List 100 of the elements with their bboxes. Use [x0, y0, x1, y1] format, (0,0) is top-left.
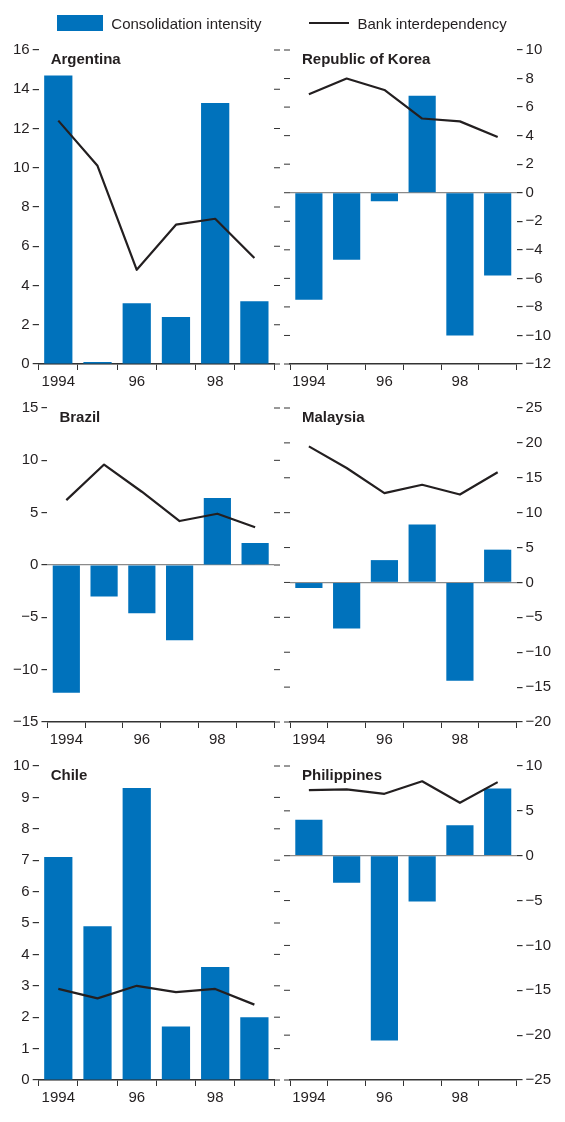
x-tick-label: 96 — [133, 730, 151, 748]
y-tick-label: 5 — [525, 537, 534, 555]
y-tick-label: −5 — [525, 890, 543, 908]
y-tick-label: −25 — [525, 1070, 552, 1088]
y-tick-label: 10 — [525, 502, 543, 520]
bar — [370, 560, 398, 582]
x-tick-label: 1994 — [292, 372, 326, 390]
y-tick-label: 0 — [525, 572, 534, 590]
y-tick-label: 8 — [21, 197, 30, 215]
y-tick-label: −15 — [525, 980, 552, 998]
x-tick-label: 1994 — [292, 1088, 326, 1106]
chart-title: Chile — [50, 765, 88, 783]
y-tick-label: 5 — [525, 801, 534, 818]
bar — [240, 1017, 269, 1080]
y-tick-label: −20 — [525, 1025, 552, 1043]
y-tick-label: 6 — [525, 97, 534, 115]
bar — [446, 583, 474, 681]
chart-title: Philippines — [302, 765, 383, 783]
bar — [161, 1026, 191, 1080]
x-tick-label: 98 — [206, 372, 224, 390]
y-tick-label: −10 — [525, 935, 552, 953]
bar — [295, 583, 323, 589]
y-tick-label: 8 — [21, 818, 30, 836]
y-tick-label: 5 — [30, 502, 39, 520]
x-tick-label: 1994 — [41, 372, 75, 390]
bar — [128, 565, 156, 614]
bar — [52, 565, 80, 693]
bar — [408, 856, 436, 902]
y-tick-label: 9 — [21, 787, 30, 805]
bar — [90, 565, 118, 597]
bar — [408, 524, 436, 582]
x-tick-label: 98 — [206, 1088, 224, 1106]
legend-label: Consolidation intensity — [111, 14, 262, 32]
y-tick-label: 10 — [525, 40, 543, 58]
y-tick-label: 15 — [21, 398, 39, 416]
bar — [122, 787, 151, 1080]
bar — [333, 856, 361, 883]
y-tick-label: −8 — [525, 297, 543, 315]
y-tick-label: 10 — [21, 450, 39, 468]
bar — [83, 926, 112, 1080]
y-tick-label: 8 — [525, 68, 534, 86]
y-tick-label: 4 — [21, 275, 30, 293]
x-tick-label: 96 — [376, 372, 393, 390]
y-tick-label: 2 — [21, 314, 30, 332]
x-tick-label: 1994 — [41, 1088, 75, 1106]
y-tick-label: 6 — [21, 881, 30, 899]
y-tick-label: 10 — [13, 756, 30, 774]
y-tick-label: 0 — [525, 182, 534, 200]
x-tick-label: 98 — [451, 1088, 469, 1106]
y-tick-label: 25 — [525, 398, 543, 416]
x-tick-label: 96 — [128, 1088, 146, 1106]
bar — [166, 565, 194, 641]
y-tick-label: 0 — [30, 555, 39, 573]
y-tick-label: −20 — [525, 712, 552, 730]
y-tick-label: −15 — [12, 712, 39, 730]
y-tick-label: 4 — [525, 125, 534, 143]
y-tick-label: 0 — [525, 845, 534, 863]
y-tick-label: −4 — [525, 239, 543, 257]
x-tick-label: 1994 — [292, 730, 326, 748]
y-tick-label: 15 — [525, 467, 543, 485]
bar — [201, 102, 230, 364]
y-tick-label: 1 — [21, 1038, 30, 1056]
y-tick-label: −12 — [525, 354, 552, 372]
y-tick-label: −5 — [21, 607, 39, 625]
bar — [201, 966, 230, 1080]
y-tick-label: −5 — [525, 607, 543, 625]
y-tick-label: 10 — [525, 756, 543, 774]
y-tick-label: 16 — [13, 40, 30, 58]
chart-title: Republic of Korea — [302, 49, 432, 67]
bar — [370, 856, 398, 1041]
y-tick-label: 2 — [525, 154, 534, 172]
y-tick-label: 4 — [21, 944, 30, 962]
bar — [446, 825, 474, 856]
bar — [161, 316, 191, 364]
chart-title: Malaysia — [302, 407, 366, 425]
y-tick-label: 0 — [21, 354, 30, 372]
x-tick-label: 98 — [451, 730, 469, 748]
chart-title: Argentina — [50, 49, 122, 67]
bar — [295, 819, 323, 856]
y-tick-label: 0 — [21, 1070, 30, 1088]
y-tick-label: −15 — [525, 677, 552, 695]
y-tick-label: −6 — [525, 268, 543, 286]
x-tick-label: 96 — [376, 730, 393, 748]
bar — [241, 543, 269, 565]
y-tick-label: −10 — [12, 659, 39, 677]
y-tick-label: 7 — [21, 850, 30, 868]
bar — [44, 857, 73, 1080]
x-tick-label: 1994 — [49, 730, 84, 748]
y-tick-label: 20 — [525, 433, 543, 451]
y-tick-label: 5 — [21, 913, 30, 931]
bar — [122, 303, 151, 364]
y-tick-label: 2 — [21, 1007, 30, 1025]
y-tick-label: 12 — [13, 118, 30, 136]
y-tick-label: −10 — [525, 642, 552, 660]
y-tick-label: −2 — [525, 211, 543, 229]
x-tick-label: 98 — [209, 730, 226, 748]
bar — [203, 498, 231, 565]
y-tick-label: −10 — [525, 325, 552, 343]
bar — [240, 301, 269, 364]
legend-label: Bank interdependency — [357, 14, 507, 32]
